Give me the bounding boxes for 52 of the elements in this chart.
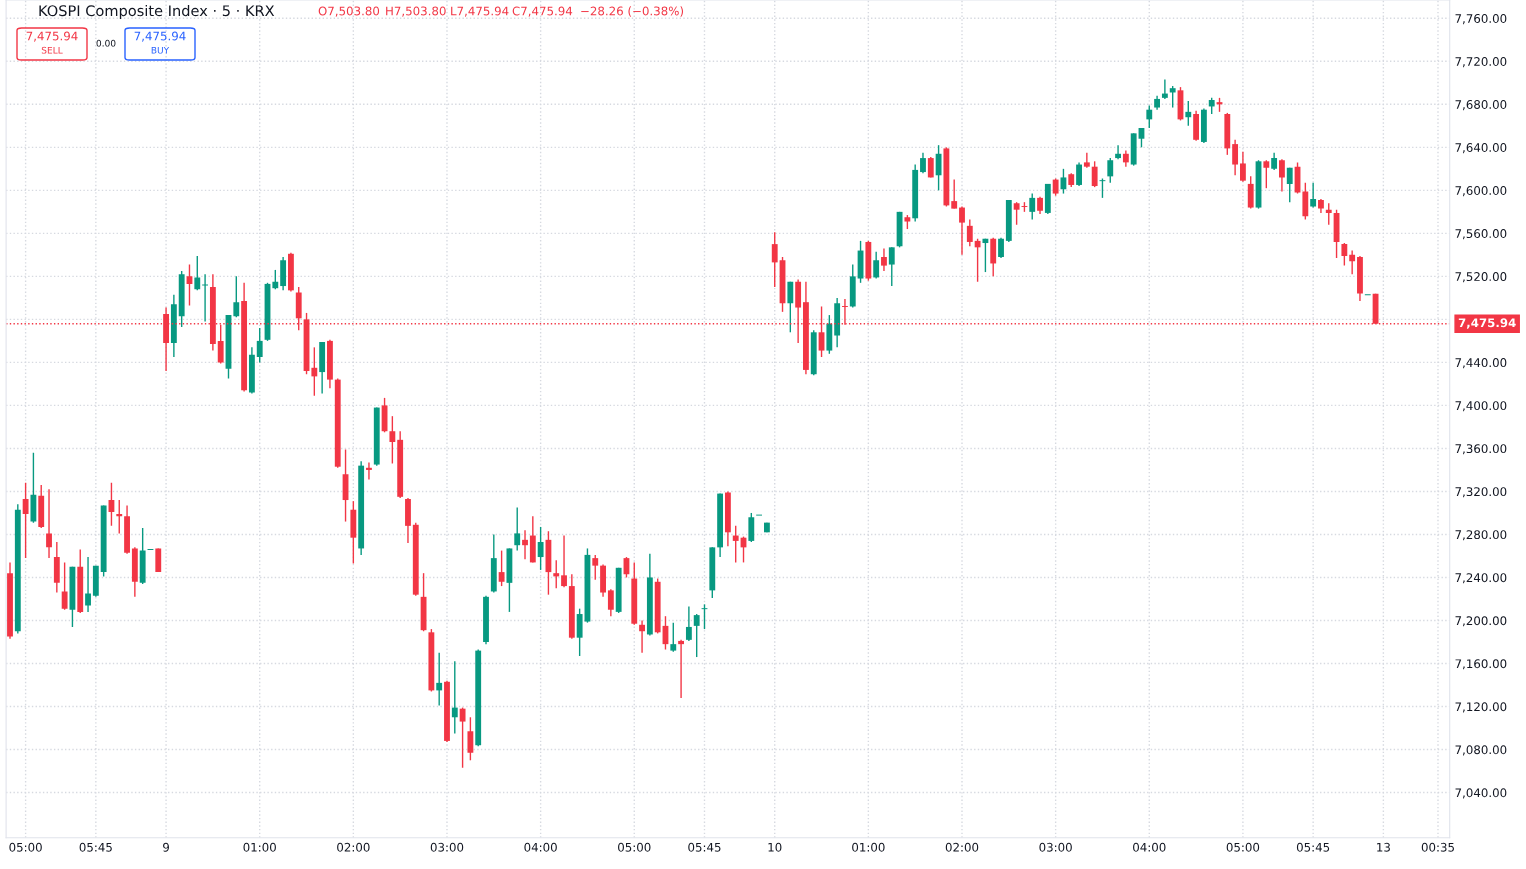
annotation: O7,503.80: [318, 6, 380, 17]
x-tick-label: 05:00: [9, 842, 42, 852]
annotation: BUY: [151, 46, 170, 54]
y-tick-label: 7,160.00: [1455, 659, 1507, 670]
y-tick-label: 7,080.00: [1455, 745, 1507, 756]
annotation: 7,475.94: [134, 31, 186, 42]
y-tick-label: 7,680.00: [1455, 100, 1507, 111]
y-tick-label: 7,400.00: [1455, 401, 1507, 412]
chart-title: KOSPI Composite Index · 5 · KRX: [39, 4, 275, 20]
x-tick-label: 01:00: [243, 842, 276, 852]
y-tick-label: 7,360.00: [1455, 444, 1507, 455]
y-tick-label: 7,720.00: [1455, 57, 1507, 68]
x-tick-label: 9: [163, 842, 169, 852]
annotation: 7,475.94: [26, 31, 78, 42]
candlestick: [951, 178, 958, 210]
annotation: C7,475.94: [512, 6, 573, 17]
x-tick-label: 02:00: [945, 842, 979, 852]
x-tick-label: 05:00: [618, 842, 651, 852]
x-tick-label: 03:00: [430, 842, 464, 852]
y-tick-label: 7,560.00: [1455, 229, 1507, 240]
x-tick-label: 05:45: [79, 842, 112, 852]
y-tick-label: 7,640.00: [1455, 143, 1507, 154]
y-tick-label: 7,280.00: [1455, 530, 1507, 541]
y-tick-label: 7,240.00: [1455, 573, 1507, 584]
x-tick-label: 13: [1377, 842, 1390, 852]
x-tick-label: 01:00: [852, 842, 885, 852]
y-tick-label: 7,320.00: [1455, 487, 1507, 498]
y-tick-label: 7,120.00: [1455, 702, 1507, 713]
annotation: SELL: [41, 46, 63, 54]
ref-line-label: 7,475.94: [1458, 318, 1516, 329]
candlestick: [1263, 159, 1270, 189]
y-tick-label: 7,200.00: [1455, 616, 1507, 627]
annotation: H7,503.80: [386, 6, 446, 17]
y-tick-label: 7,600.00: [1455, 186, 1507, 197]
x-tick-label: 04:00: [524, 842, 557, 852]
annotation: −28.26 (−0.38%): [581, 6, 684, 17]
x-tick-label: 10: [768, 842, 782, 852]
x-tick-label: 05:00: [1226, 842, 1260, 852]
candlestick: [670, 621, 677, 653]
y-tick-label: 7,040.00: [1455, 788, 1507, 799]
x-tick-label: 00:35: [1421, 842, 1454, 852]
x-tick-label: 05:45: [1296, 842, 1330, 852]
y-tick-label: 7,520.00: [1455, 272, 1507, 283]
x-tick-label: 02:00: [337, 842, 370, 852]
annotation: 0.00: [96, 39, 116, 47]
y-tick-label: 7,760.00: [1455, 14, 1507, 25]
y-tick-label: 7,440.00: [1455, 358, 1507, 369]
x-tick-label: 04:00: [1133, 842, 1166, 852]
annotation: L7,475.94: [451, 6, 509, 17]
x-tick-label: 05:45: [688, 842, 721, 852]
x-tick-label: 03:00: [1039, 842, 1072, 852]
candlestick: [592, 554, 599, 581]
